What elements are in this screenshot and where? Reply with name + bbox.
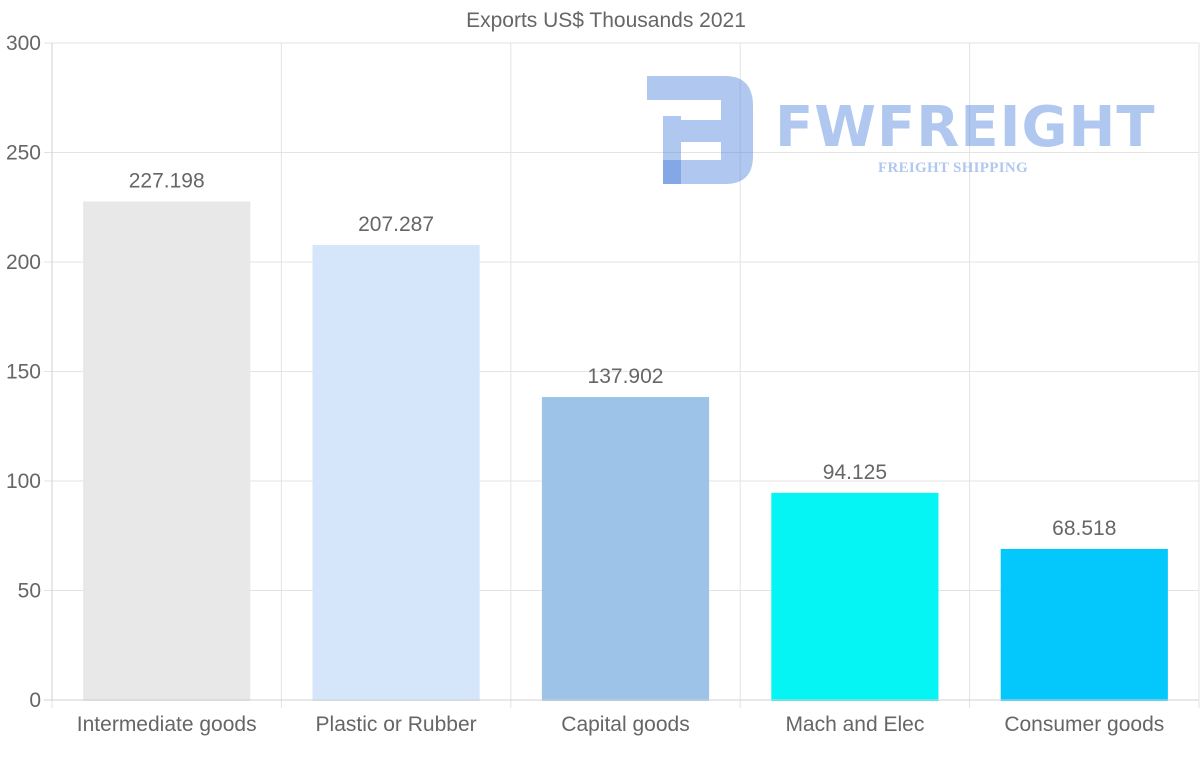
axis-layer: 0 50 100 150 200 250 300 Intermediate goods Plas…	[6, 32, 1199, 736]
y-tick-label: 150	[6, 361, 41, 384]
bar-layer	[83, 201, 1168, 702]
bar-capital-goods	[541, 396, 710, 701]
y-tick-label: 250	[6, 142, 41, 165]
chart-title: Exports US$ Thousands 2021	[466, 9, 746, 32]
bar-value-label: 207.287	[358, 213, 434, 236]
bar-plastic-or-rubber	[312, 245, 480, 701]
bar-mach-and-elec	[771, 492, 939, 701]
label-layer: 227.198 207.287 137.902 94.125 68.518	[129, 169, 1117, 540]
x-category-label: Plastic or Rubber	[316, 713, 477, 736]
bar-value-label: 94.125	[823, 461, 887, 484]
y-tick-label: 50	[18, 580, 41, 603]
y-tick-label: 0	[29, 689, 41, 712]
bar-value-label: 68.518	[1052, 517, 1116, 540]
x-category-label: Capital goods	[561, 713, 689, 736]
x-category-label: Intermediate goods	[77, 713, 257, 736]
y-tick-label: 100	[6, 470, 41, 493]
y-tick-label: 300	[6, 32, 41, 55]
x-category-label: Mach and Elec	[785, 713, 924, 736]
x-category-label: Consumer goods	[1004, 713, 1164, 736]
bar-value-label: 137.902	[588, 365, 664, 388]
y-tick-label: 200	[6, 251, 41, 274]
bar-value-label: 227.198	[129, 169, 205, 192]
bar-consumer-goods	[1000, 548, 1168, 701]
bar-intermediate-goods	[83, 201, 251, 702]
